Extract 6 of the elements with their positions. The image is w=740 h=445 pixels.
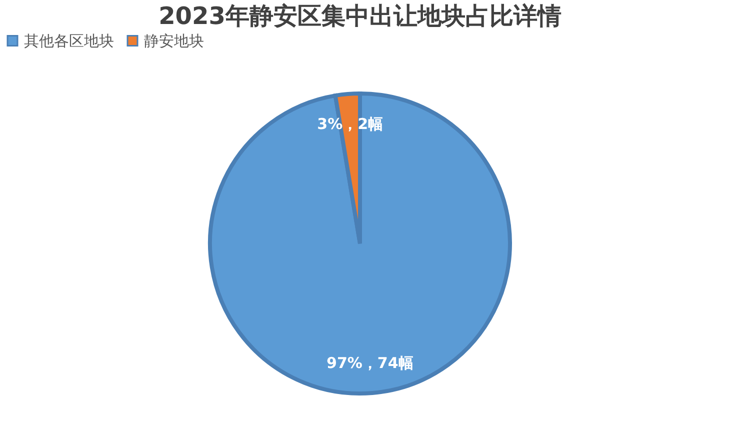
legend-label: 静安地块 — [144, 32, 204, 50]
chart-title: 2023年静安区集中出让地块占比详情 — [158, 2, 562, 30]
legend-label: 其他各区地块 — [24, 32, 114, 50]
data-label: 3%，2幅 — [317, 114, 384, 133]
pie-slice — [208, 92, 512, 396]
data-label: 97%，74幅 — [326, 354, 414, 372]
